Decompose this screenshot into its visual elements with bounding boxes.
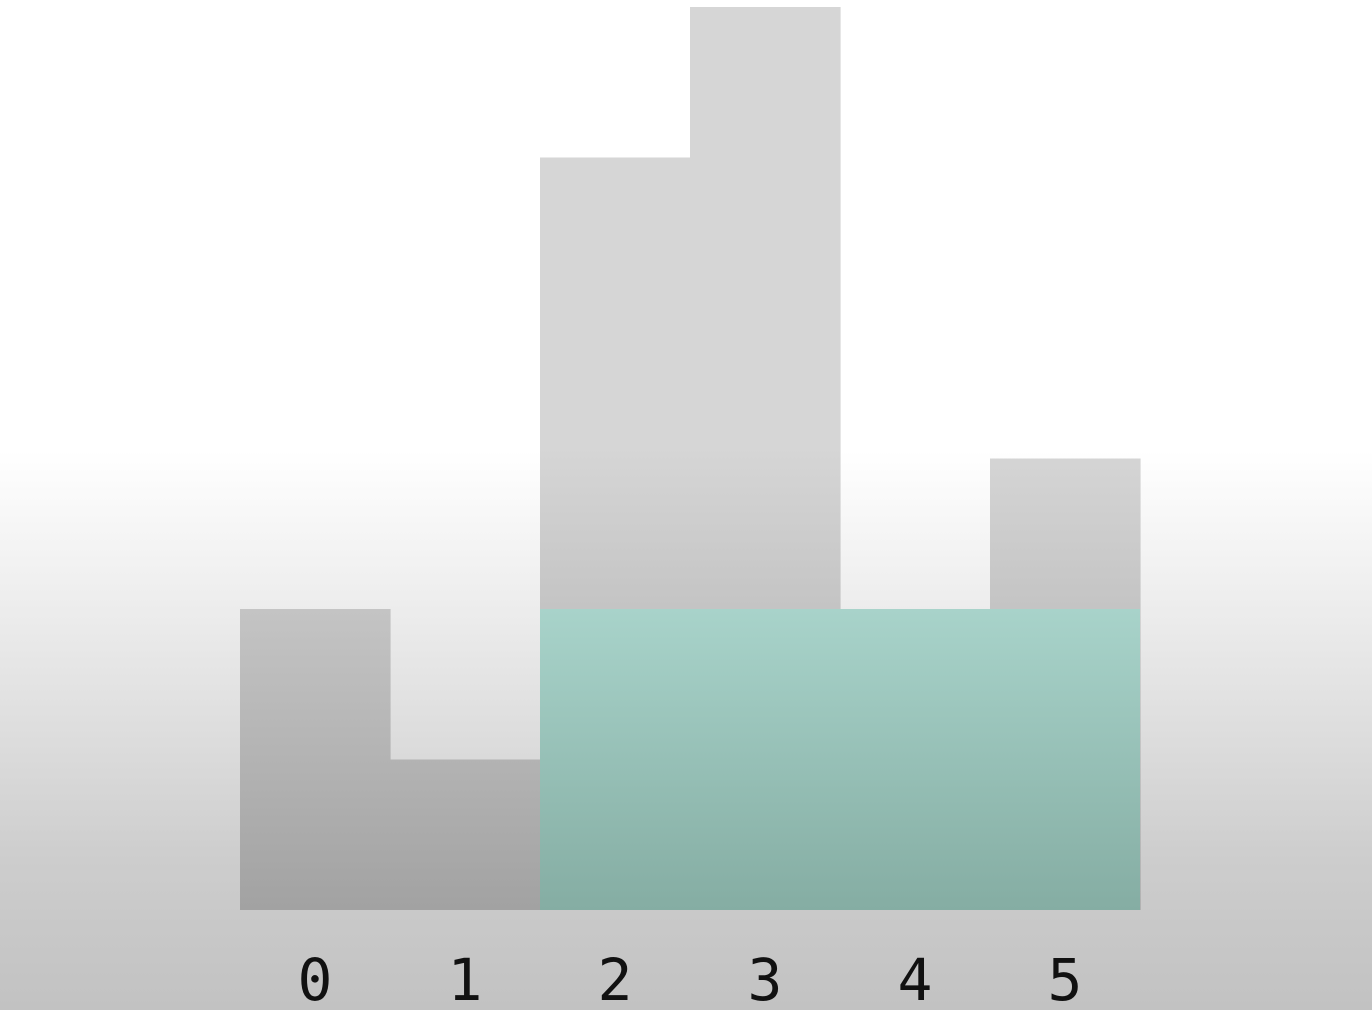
x-tick-label: 1 [448, 946, 483, 1010]
x-tick-label: 3 [748, 946, 783, 1010]
bar-1 [390, 759, 541, 910]
x-tick-label: 2 [598, 946, 633, 1010]
x-tick-label: 5 [1048, 946, 1083, 1010]
x-tick-labels: 0 1 2 3 4 5 [298, 946, 1083, 1010]
highlight-group [540, 609, 1140, 910]
x-tick-label: 0 [298, 946, 333, 1010]
bar-0 [240, 609, 391, 910]
x-tick-label: 4 [898, 946, 933, 1010]
max-area-highlight [540, 609, 1140, 910]
